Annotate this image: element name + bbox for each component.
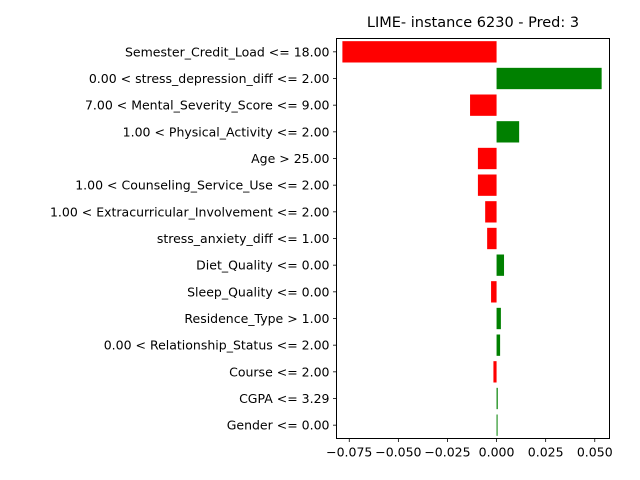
plot-frame [336,38,610,439]
y-tick-label: 1.00 < Extracurricular_Involvement <= 2.… [50,204,330,219]
y-tick-label: Age > 25.00 [251,151,329,166]
y-tick-label: Residence_Type > 1.00 [184,311,329,326]
bar [496,334,501,356]
y-tick-label: Gender <= 0.00 [227,418,330,433]
bar [477,147,497,170]
x-tick-label: −0.050 [375,445,421,460]
bars-group [342,41,602,436]
bar [496,387,498,410]
y-tick-label: Semester_Credit_Load <= 18.00 [125,44,330,59]
x-tick-label: 0.000 [479,445,515,460]
x-tick-label: 0.025 [528,445,564,460]
y-tick-label: Course <= 2.00 [229,364,329,379]
y-tick-label: stress_anxiety_diff <= 1.00 [157,231,330,246]
bar [485,201,497,223]
x-axis: −0.075 −0.050 −0.025 0.000 0.025 0.050 [326,438,613,460]
bar [496,254,505,276]
y-tick-label: 0.00 < stress_depression_diff <= 2.00 [89,71,330,86]
bar [487,227,497,250]
y-tick-label: 0.00 < Relationship_Status <= 2.00 [104,338,330,353]
bar [496,121,520,143]
y-tick-label: 1.00 < Counseling_Service_Use <= 2.00 [75,178,329,193]
y-tick-label: 1.00 < Physical_Activity <= 2.00 [123,124,330,139]
bar [496,67,602,90]
x-tick-label: −0.025 [424,445,470,460]
bar [493,361,497,383]
y-tick-label: Diet_Quality <= 0.00 [196,258,329,273]
bar [491,281,497,303]
x-tick-label: 0.050 [577,445,613,460]
bar [477,174,497,196]
y-tick-label: Sleep_Quality <= 0.00 [187,284,329,299]
y-tick-label: CGPA <= 3.29 [239,391,329,406]
chart-title: LIME- instance 6230 - Pred: 3 [367,15,579,31]
y-tick-label: 7.00 < Mental_Severity_Score <= 9.00 [85,98,330,113]
x-tick-label: −0.075 [326,445,372,460]
bar [342,41,497,63]
bar [470,94,497,116]
bar [496,414,498,436]
bar [496,307,501,330]
y-tick-labels: Semester_Credit_Load <= 18.00 0.00 < stre… [50,44,337,433]
